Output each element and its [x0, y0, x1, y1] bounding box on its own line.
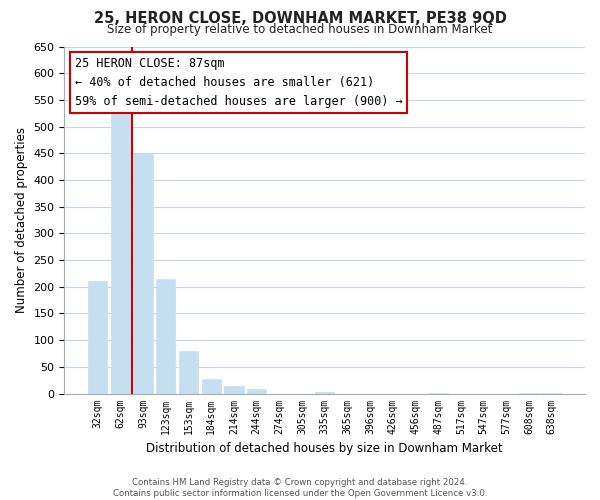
Bar [520, 393, 539, 394]
Bar [133, 154, 153, 394]
Text: 25, HERON CLOSE, DOWNHAM MARKET, PE38 9QD: 25, HERON CLOSE, DOWNHAM MARKET, PE38 9Q… [94, 11, 506, 26]
Bar [428, 393, 448, 394]
Bar [156, 279, 175, 394]
Bar [542, 393, 562, 394]
Text: Size of property relative to detached houses in Downham Market: Size of property relative to detached ho… [107, 22, 493, 36]
Bar [315, 392, 334, 394]
Bar [224, 386, 244, 394]
Bar [179, 351, 198, 394]
Y-axis label: Number of detached properties: Number of detached properties [15, 127, 28, 313]
X-axis label: Distribution of detached houses by size in Downham Market: Distribution of detached houses by size … [146, 442, 503, 455]
Text: 25 HERON CLOSE: 87sqm
← 40% of detached houses are smaller (621)
59% of semi-det: 25 HERON CLOSE: 87sqm ← 40% of detached … [75, 57, 403, 108]
Bar [111, 108, 130, 394]
Bar [202, 378, 221, 394]
Bar [88, 282, 107, 394]
Bar [247, 390, 266, 394]
Text: Contains HM Land Registry data © Crown copyright and database right 2024.
Contai: Contains HM Land Registry data © Crown c… [113, 478, 487, 498]
